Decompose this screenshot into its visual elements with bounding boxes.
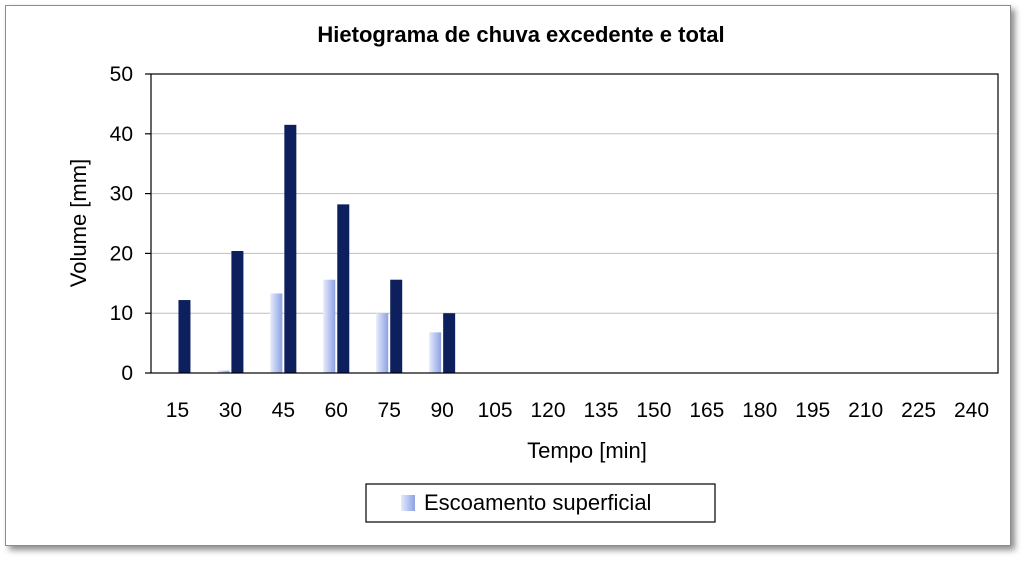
x-tick-label: 105 [478, 399, 513, 422]
x-axis-ticks: 15 30 45 60 75 90 105 120 135 150 165 180 195 210 225 2… [166, 399, 989, 422]
y-axis-title: Volume [mm] [66, 159, 91, 287]
chart-frame: Hietograma de chuva excedente e total 0 1… [5, 5, 1011, 546]
chart-canvas: Hietograma de chuva excedente e total 0 1… [66, 22, 999, 523]
x-tick-label: 225 [901, 399, 936, 422]
x-tick-label: 30 [219, 399, 242, 422]
bar-total [178, 300, 191, 373]
y-axis-ticks: 0 10 20 30 40 50 [110, 63, 151, 385]
x-tick-label: 75 [378, 399, 401, 422]
x-tick-label: 195 [795, 399, 830, 422]
x-tick-label: 135 [583, 399, 618, 422]
bar-escoamento [429, 332, 442, 373]
y-tick-label: 10 [110, 302, 133, 325]
bar-escoamento [217, 370, 230, 373]
plot-area [150, 73, 999, 374]
y-tick-label: 20 [110, 242, 133, 265]
x-tick-label: 120 [531, 399, 566, 422]
x-tick-label: 240 [954, 399, 989, 422]
bar-escoamento [323, 279, 336, 373]
x-tick-label: 90 [430, 399, 453, 422]
gridlines [151, 133, 998, 314]
bars [178, 124, 456, 373]
y-tick-label: 30 [110, 183, 133, 206]
bar-total [231, 251, 244, 373]
legend: Escoamento superficial [365, 483, 716, 523]
x-tick-label: 150 [636, 399, 671, 422]
bar-total [443, 313, 456, 373]
x-axis-title: Tempo [min] [527, 438, 647, 463]
x-tick-label: 15 [166, 399, 189, 422]
x-tick-label: 45 [272, 399, 295, 422]
legend-swatch [401, 495, 415, 511]
y-tick-label: 50 [110, 63, 133, 86]
legend-box [365, 483, 716, 523]
x-tick-label: 210 [848, 399, 883, 422]
chart-title: Hietograma de chuva excedente e total [317, 22, 724, 47]
x-tick-label: 180 [742, 399, 777, 422]
legend-label: Escoamento superficial [424, 490, 651, 515]
x-tick-label: 60 [325, 399, 348, 422]
y-tick-label: 0 [121, 362, 133, 385]
x-tick-label: 165 [689, 399, 724, 422]
bar-escoamento [376, 313, 389, 373]
bar-total [337, 204, 350, 373]
bar-escoamento [270, 293, 283, 373]
y-tick-label: 40 [110, 123, 133, 146]
bar-total [390, 279, 403, 373]
bar-total [284, 124, 297, 373]
